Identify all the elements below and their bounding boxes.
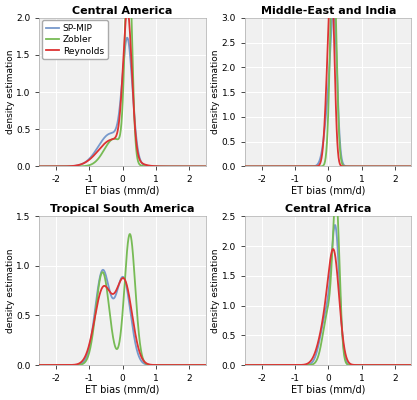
Title: Central America: Central America [72,6,173,16]
X-axis label: ET bias (mm/d): ET bias (mm/d) [291,384,365,394]
Title: Central Africa: Central Africa [285,204,372,214]
Y-axis label: density estimation: density estimation [211,50,220,134]
X-axis label: ET bias (mm/d): ET bias (mm/d) [85,384,160,394]
Y-axis label: density estimation: density estimation [5,50,15,134]
Y-axis label: density estimation: density estimation [211,248,220,333]
Legend: SP-MIP, Zobler, Reynolds: SP-MIP, Zobler, Reynolds [42,20,108,59]
Y-axis label: density estimation: density estimation [5,248,15,333]
Title: Middle-East and India: Middle-East and India [261,6,396,16]
Title: Tropical South America: Tropical South America [50,204,195,214]
X-axis label: ET bias (mm/d): ET bias (mm/d) [291,186,365,196]
X-axis label: ET bias (mm/d): ET bias (mm/d) [85,186,160,196]
